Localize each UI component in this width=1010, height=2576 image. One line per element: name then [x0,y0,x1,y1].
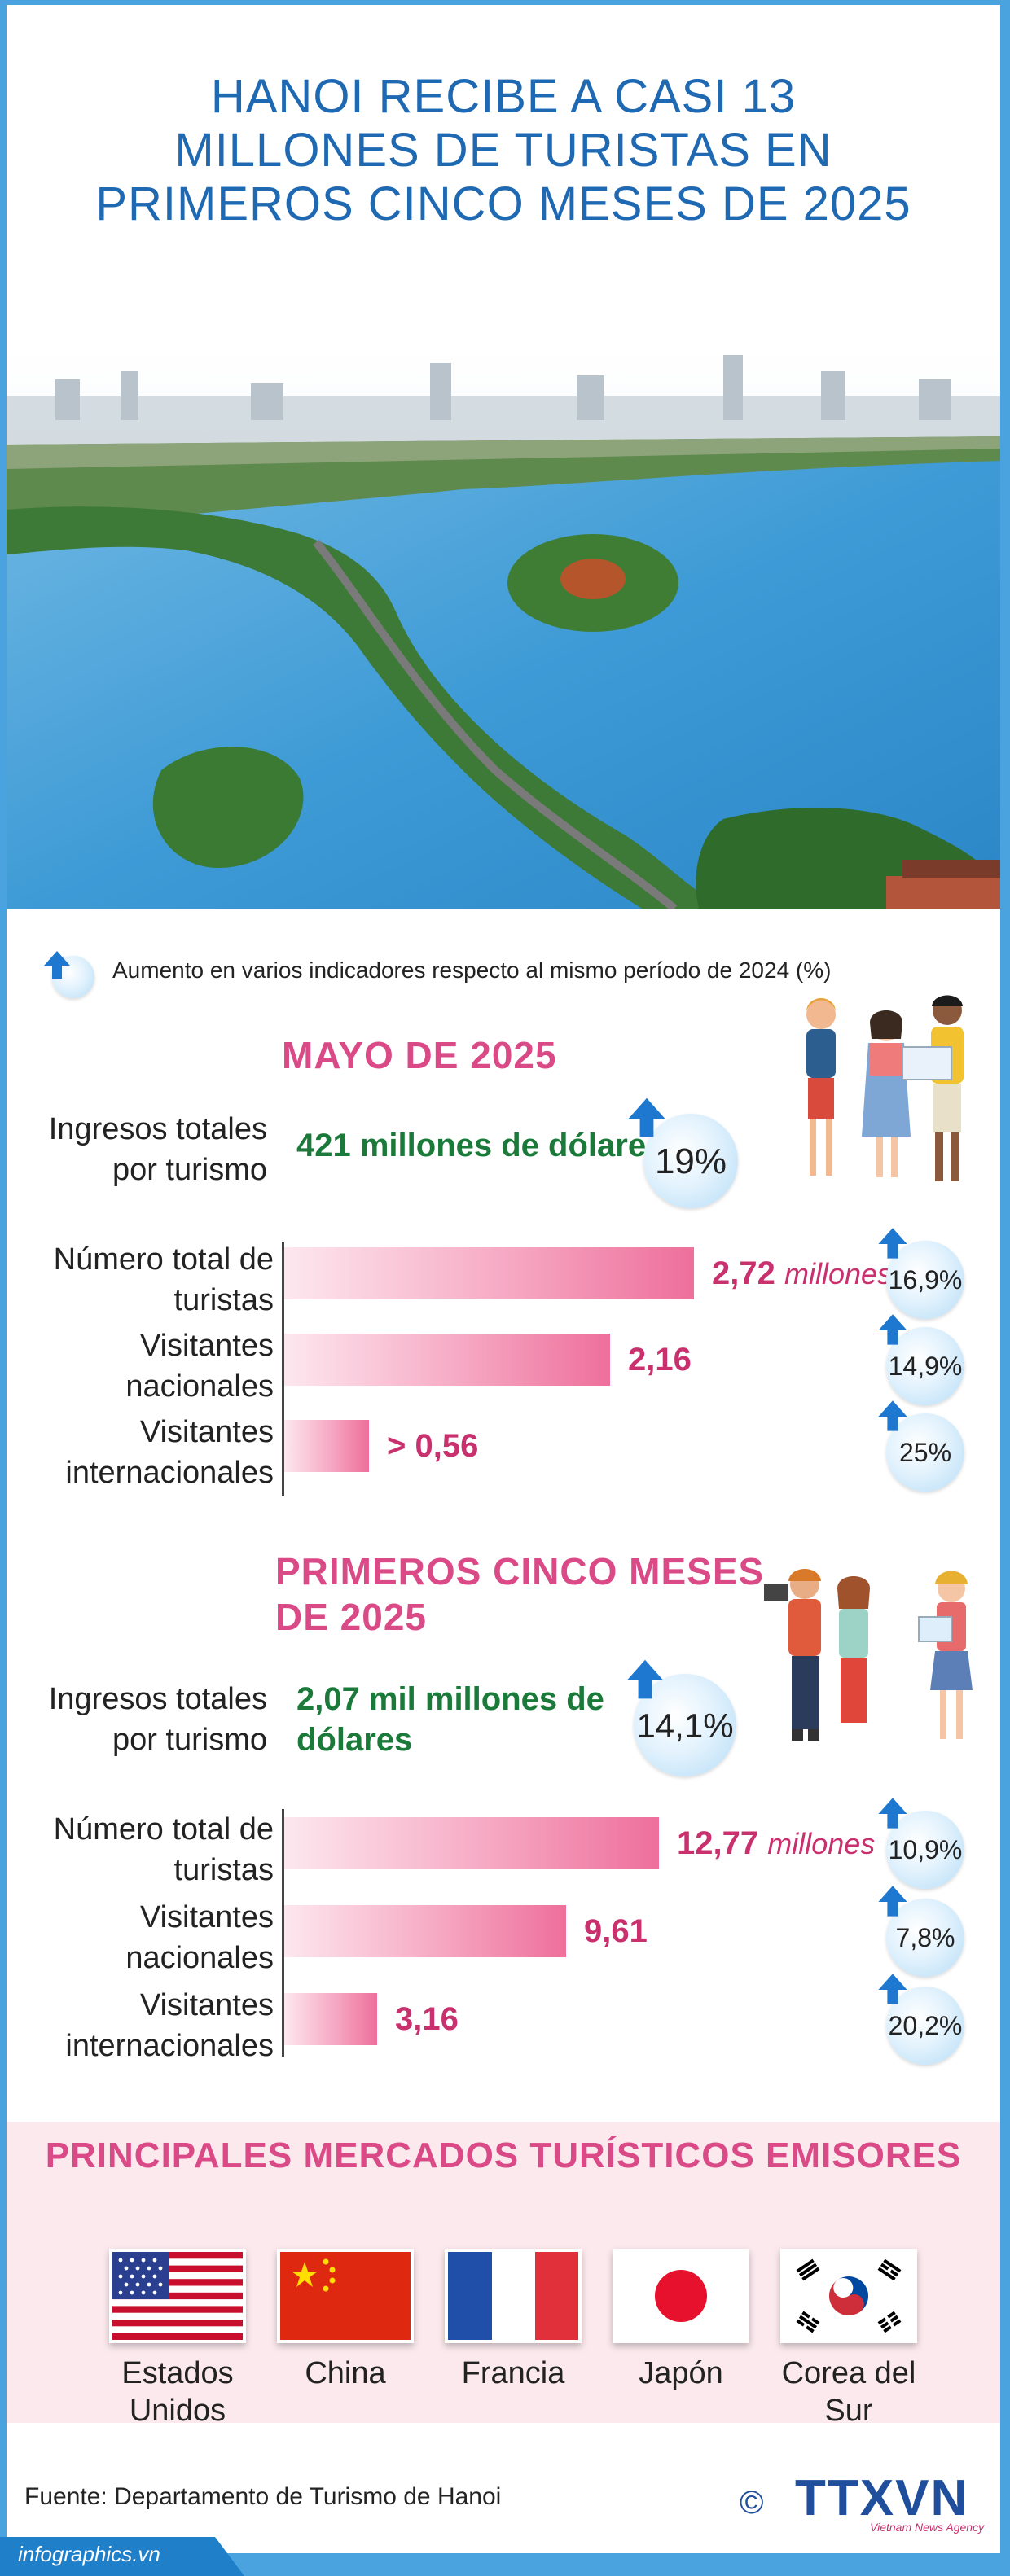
usa-flag-icon [109,2249,246,2343]
may-axis [282,1242,284,1496]
country-usa: Estados Unidos [121,2356,234,2428]
ttxvn-logo: TTXVN [795,2470,969,2526]
up-arrow-icon [878,1886,907,1917]
may-revenue-change-badge: 19% [643,1114,738,1208]
country-china: China [305,2356,386,2390]
bar [284,1993,377,2045]
bar-row-label: Visitantes internacionales [65,1988,274,2063]
logo-subtitle: Vietnam News Agency [870,2521,985,2534]
up-arrow-icon [878,1314,907,1345]
bar-row-label: Visitantes nacionales [125,1900,274,1975]
up-arrow-icon [628,1097,665,1137]
legend-text: Aumento en varios indicadores respecto a… [112,957,832,983]
bar-value-label: 2,72 millones [712,1255,893,1291]
japan-flag-icon [613,2249,749,2343]
tourists-illustration [806,995,964,1181]
markets-heading: PRINCIPALES MERCADOS TURÍSTICOS EMISORES [45,2136,962,2175]
bar-row-label: Número total de turistas [53,1242,274,1317]
bar [284,1247,694,1299]
bar [284,1817,659,1869]
title-line-2: MILLONES DE TURISTAS EN [174,124,832,177]
france-flag-icon [445,2249,582,2343]
copyright-icon: © [740,2485,764,2521]
five-months-heading: PRIMEROS CINCO MESES DE 2025 [275,1550,765,1638]
change-badge: 10,9% [886,1811,964,1889]
up-arrow-icon [878,1400,907,1431]
change-badge: 7,8% [886,1899,964,1977]
may-revenue-label: Ingresos totales por turismo [48,1112,267,1187]
bar-row-label: Número total de turistas [53,1812,274,1887]
may-heading: MAYO DE 2025 [282,1034,557,1076]
south-korea-flag-icon [780,2249,917,2343]
change-badge: 25% [886,1413,964,1492]
may-revenue-value: 421 millones de dólares [296,1128,665,1163]
bar-value-label: 2,16 [628,1342,692,1378]
title-line-3: PRIMEROS CINCO MESES DE 2025 [95,177,911,230]
title-line-1: HANOI RECIBE A CASI 13 [210,70,797,123]
five-months-axis [282,1809,284,2057]
site-url: infographics.vn [18,2542,160,2566]
up-arrow-icon [44,951,70,979]
up-arrow-icon [626,1659,664,1699]
country-south-korea: Corea del Sur [781,2356,916,2428]
change-badge: 20,2% [886,1987,964,2065]
bar-row-label: Visitantes internacionales [65,1415,274,1490]
infographic-frame: HANOI RECIBE A CASI 13 MILLONES DE TURIS… [7,5,1000,2553]
bar-value-label: 12,77 millones [677,1825,876,1861]
bar [284,1905,566,1957]
change-badge: 14,9% [886,1327,964,1405]
bar-row-label: Visitantes nacionales [125,1329,274,1404]
bar-value-label: > 0,56 [387,1428,479,1464]
bar-value-label: 3,16 [395,2001,459,2037]
up-arrow-icon [878,1974,907,2004]
hanoi-lake-photo [7,347,1000,909]
change-badge: 16,9% [886,1241,964,1319]
bar-value-label: 9,61 [584,1913,648,1949]
up-arrow-icon [878,1798,907,1829]
source-note: Fuente: Departamento de Turismo de Hanoi [24,2483,502,2510]
china-flag-icon [277,2249,414,2343]
up-arrow-icon [878,1228,907,1259]
tourists-illustration-2 [764,1569,973,1741]
site-tag [0,2537,244,2576]
bar [284,1420,369,1472]
five-months-revenue-value: 2,07 mil millones de dólares [296,1681,604,1758]
page-title: HANOI RECIBE A CASI 13 MILLONES DE TURIS… [7,70,1000,231]
five-months-revenue-label: Ingresos totales por turismo [48,1682,267,1757]
bar [284,1334,610,1386]
country-japan: Japón [639,2356,723,2390]
country-france: Francia [461,2356,565,2390]
